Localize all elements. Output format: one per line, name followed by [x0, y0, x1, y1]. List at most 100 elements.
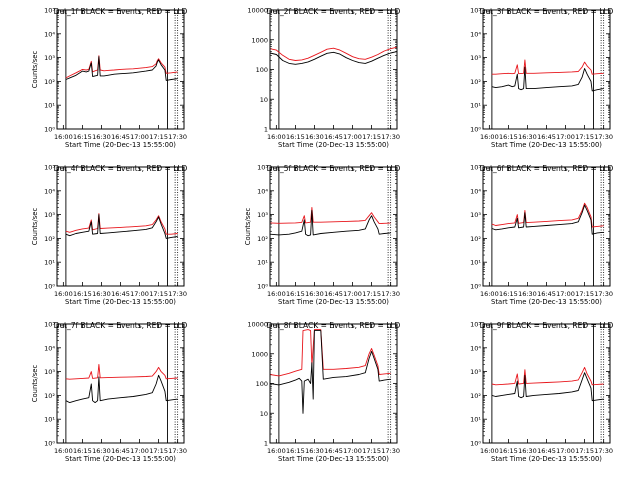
y-tick-label: 10⁰ [44, 440, 55, 448]
x-tick-label: 16:30 [518, 290, 537, 298]
chart-panel-2: Det_2f BLACK = Events, RED = LLD11010010… [247, 7, 400, 150]
x-tick-label: 16:15 [73, 133, 92, 141]
y-tick-label: 1 [264, 440, 268, 448]
x-axis-label: Start Time (20-Dec-13 15:55:00) [65, 141, 176, 149]
y-tick-label: 10⁵ [257, 164, 268, 172]
series-line-lld [491, 366, 604, 386]
series-line-events [269, 51, 398, 65]
plot-frame [56, 323, 185, 444]
series-line-lld [65, 363, 178, 380]
x-tick-label: 16:00 [54, 133, 73, 141]
y-tick-label: 10³ [257, 211, 268, 219]
y-tick-label: 10⁰ [44, 283, 55, 291]
x-tick-label: 16:45 [324, 290, 343, 298]
y-tick-label: 10² [257, 235, 268, 243]
y-tick-label: 10⁴ [44, 344, 55, 352]
x-tick-label: 16:15 [499, 133, 518, 141]
x-tick-label: 17:00 [130, 447, 149, 455]
y-tick-label: 100 [256, 380, 268, 388]
x-axis-label: Start Time (20-Dec-13 15:55:00) [65, 455, 176, 463]
x-axis-label: Start Time (20-Dec-13 15:55:00) [278, 455, 389, 463]
chart-panel-8: Det_8f BLACK = Events, RED = LLD11010010… [247, 321, 400, 464]
y-tick-label: 10² [44, 78, 55, 86]
plot-frame [482, 166, 611, 287]
y-tick-label: 10 [260, 96, 268, 104]
y-tick-label: 10⁴ [470, 344, 481, 352]
y-tick-label: 10⁰ [257, 283, 268, 291]
chart-panel-5: Det_5f BLACK = Events, RED = LLD10⁰10¹10… [244, 164, 401, 307]
series-line-lld [65, 213, 178, 235]
y-tick-label: 1000 [251, 36, 268, 44]
x-tick-label: 17:15 [149, 133, 168, 141]
y-tick-label: 10² [44, 392, 55, 400]
x-axis-label: Start Time (20-Dec-13 15:55:00) [491, 298, 602, 306]
series-line-events [269, 209, 391, 237]
y-tick-label: 10¹ [257, 259, 268, 267]
x-tick-label: 17:00 [130, 290, 149, 298]
chart-panel-3: Det_3f BLACK = Events, RED = LLD10⁰10¹10… [470, 7, 613, 150]
y-tick-label: 10000 [247, 7, 268, 15]
x-tick-label: 17:00 [556, 290, 575, 298]
y-tick-label: 10¹ [470, 416, 481, 424]
y-tick-label: 10² [44, 235, 55, 243]
x-axis-label: Start Time (20-Dec-13 15:55:00) [491, 141, 602, 149]
x-tick-label: 17:30 [594, 290, 613, 298]
x-tick-label: 17:15 [362, 133, 381, 141]
x-tick-label: 16:00 [267, 133, 286, 141]
y-tick-label: 10⁵ [44, 164, 55, 172]
x-tick-label: 16:00 [480, 133, 499, 141]
x-axis-label: Start Time (20-Dec-13 15:55:00) [65, 298, 176, 306]
series-line-lld [269, 206, 391, 225]
y-tick-label: 10⁵ [470, 7, 481, 15]
y-tick-label: 10⁵ [44, 7, 55, 15]
series-line-events [491, 66, 604, 92]
x-tick-label: 17:00 [556, 133, 575, 141]
series-line-events [491, 372, 604, 402]
series-line-events [65, 56, 178, 81]
y-tick-label: 10⁴ [470, 187, 481, 195]
y-tick-label: 10⁵ [470, 321, 481, 329]
x-tick-label: 16:15 [499, 290, 518, 298]
x-tick-label: 16:45 [537, 447, 556, 455]
y-tick-label: 10³ [44, 211, 55, 219]
series-line-lld [65, 55, 178, 79]
chart-panel-6: Det_6f BLACK = Events, RED = LLD10⁰10¹10… [470, 164, 613, 307]
x-tick-label: 16:30 [92, 133, 111, 141]
x-tick-label: 16:15 [286, 447, 305, 455]
chart-panel-1: Det_1f BLACK = Events, RED = LLD10⁰10¹10… [31, 7, 188, 150]
x-tick-label: 16:00 [54, 290, 73, 298]
series-line-lld [491, 59, 604, 75]
x-tick-label: 17:15 [362, 290, 381, 298]
y-tick-label: 10¹ [470, 259, 481, 267]
y-tick-label: 100 [256, 66, 268, 74]
x-tick-label: 17:30 [381, 447, 400, 455]
series-line-lld [491, 202, 604, 228]
x-tick-label: 16:00 [480, 290, 499, 298]
chart-panel-4: Det_4f BLACK = Events, RED = LLD10⁰10¹10… [31, 164, 188, 307]
y-axis-label: Counts/sec [31, 208, 39, 246]
x-tick-label: 17:30 [381, 133, 400, 141]
x-tick-label: 16:15 [73, 290, 92, 298]
y-tick-label: 10⁴ [44, 30, 55, 38]
y-axis-label: Counts/sec [244, 208, 252, 246]
x-tick-label: 16:30 [92, 447, 111, 455]
x-tick-label: 16:00 [267, 447, 286, 455]
x-axis-label: Start Time (20-Dec-13 15:55:00) [278, 298, 389, 306]
plot-frame [56, 166, 185, 287]
x-tick-label: 16:45 [324, 133, 343, 141]
x-tick-label: 16:45 [111, 447, 130, 455]
y-tick-label: 10⁴ [470, 30, 481, 38]
y-tick-label: 10¹ [44, 416, 55, 424]
x-tick-label: 17:00 [556, 447, 575, 455]
x-tick-label: 16:45 [111, 290, 130, 298]
y-tick-label: 10³ [44, 54, 55, 62]
y-tick-label: 10⁴ [44, 187, 55, 195]
y-tick-label: 10 [260, 410, 268, 418]
y-tick-label: 10⁵ [470, 164, 481, 172]
x-tick-label: 16:30 [92, 290, 111, 298]
series-line-events [65, 374, 178, 404]
y-tick-label: 10¹ [44, 102, 55, 110]
y-tick-label: 1 [264, 126, 268, 134]
series-line-events [269, 330, 391, 414]
y-tick-label: 10⁵ [44, 321, 55, 329]
